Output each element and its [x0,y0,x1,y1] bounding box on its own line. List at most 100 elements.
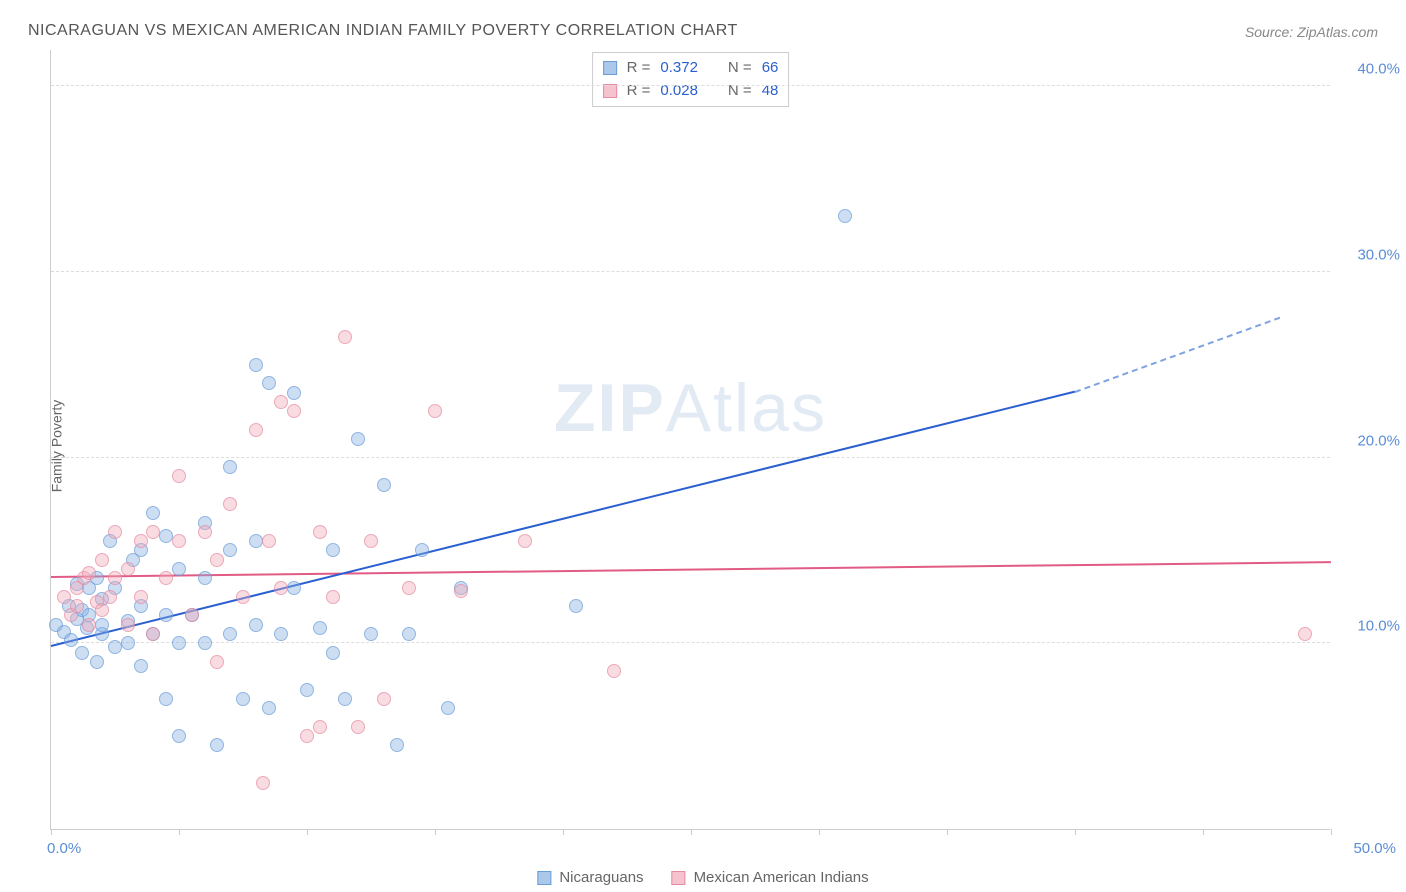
legend-item: Mexican American Indians [672,869,869,886]
chart-title: NICARAGUAN VS MEXICAN AMERICAN INDIAN FA… [28,22,738,40]
data-point [159,571,173,585]
data-point [236,590,250,604]
data-point [838,209,852,223]
stat-r-value: 0.028 [660,80,698,103]
data-point [64,633,78,647]
data-point [256,776,270,790]
gridline [51,642,1330,643]
x-tick-label: 50.0% [1353,840,1396,857]
data-point [95,603,109,617]
data-point [274,627,288,641]
x-tick [179,829,180,835]
data-point [377,692,391,706]
x-tick [819,829,820,835]
data-point [172,636,186,650]
data-point [607,664,621,678]
correlation-chart: NICARAGUAN VS MEXICAN AMERICAN INDIAN FA… [0,0,1406,892]
data-point [300,729,314,743]
trend-line [1075,316,1280,392]
data-point [210,738,224,752]
stats-legend-box: R = 0.372 N = 66 R = 0.028 N = 48 [592,52,790,107]
data-point [274,581,288,595]
data-point [57,590,71,604]
x-tick [51,829,52,835]
x-tick-label: 0.0% [47,840,81,857]
data-point [134,534,148,548]
data-point [95,618,109,632]
data-point [121,562,135,576]
data-point [121,618,135,632]
data-point [364,534,378,548]
x-tick [947,829,948,835]
data-point [262,534,276,548]
stat-n-label: N = [728,57,752,80]
data-point [70,599,84,613]
data-point [287,386,301,400]
data-point [236,692,250,706]
data-point [428,404,442,418]
data-point [441,701,455,715]
data-point [377,478,391,492]
y-tick-label: 10.0% [1357,618,1400,635]
data-point [172,562,186,576]
data-point [415,543,429,557]
data-point [262,376,276,390]
stats-row: R = 0.028 N = 48 [603,80,779,103]
legend-label: Mexican American Indians [694,869,869,886]
data-point [326,543,340,557]
plot-area: ZIPAtlas R = 0.372 N = 66 R = 0.028 N = … [50,50,1330,830]
blue-swatch-icon [603,61,617,75]
x-tick [307,829,308,835]
data-point [210,553,224,567]
x-tick [1203,829,1204,835]
data-point [262,701,276,715]
data-point [108,525,122,539]
data-point [223,543,237,557]
data-point [223,497,237,511]
data-point [402,627,416,641]
data-point [134,590,148,604]
stat-r-label: R = [627,57,651,80]
data-point [287,404,301,418]
data-point [364,627,378,641]
data-point [274,395,288,409]
data-point [313,621,327,635]
data-point [249,618,263,632]
data-point [249,423,263,437]
data-point [108,571,122,585]
watermark-zip: ZIP [554,370,666,446]
data-point [198,636,212,650]
data-point [95,553,109,567]
data-point [172,729,186,743]
gridline [51,457,1330,458]
data-point [249,358,263,372]
data-point [326,646,340,660]
stat-n-label: N = [728,80,752,103]
x-tick [1075,829,1076,835]
y-tick-label: 40.0% [1357,61,1400,78]
data-point [185,608,199,622]
data-point [338,692,352,706]
data-point [210,655,224,669]
data-point [351,720,365,734]
x-tick [1331,829,1332,835]
gridline [51,271,1330,272]
stats-row: R = 0.372 N = 66 [603,57,779,80]
stat-n-value: 66 [762,57,779,80]
x-tick [563,829,564,835]
data-point [121,636,135,650]
data-point [454,584,468,598]
pink-swatch-icon [672,871,686,885]
data-point [103,590,117,604]
data-point [223,460,237,474]
legend-label: Nicaraguans [559,869,643,886]
data-point [287,581,301,595]
data-point [134,659,148,673]
data-point [146,506,160,520]
bottom-legend: Nicaraguans Mexican American Indians [537,869,868,886]
data-point [326,590,340,604]
data-point [300,683,314,697]
legend-item: Nicaraguans [537,869,643,886]
data-point [146,525,160,539]
trend-line [51,561,1331,578]
